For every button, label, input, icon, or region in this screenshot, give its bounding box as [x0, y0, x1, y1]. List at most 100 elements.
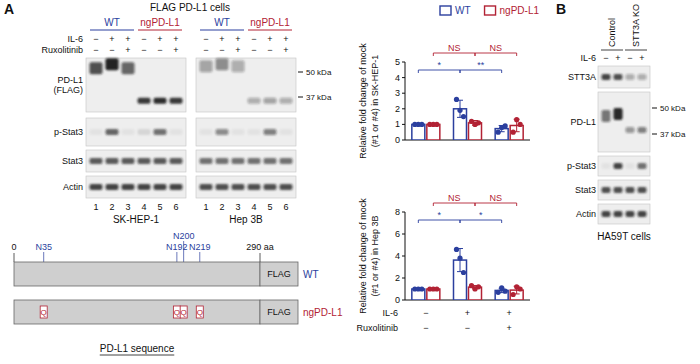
site-tick	[183, 241, 184, 262]
sequence-end-tick	[260, 253, 261, 262]
treatment-sign: −	[627, 53, 632, 63]
band	[106, 129, 119, 135]
sequence-end: 290 aa	[246, 242, 274, 252]
data-point	[419, 286, 424, 291]
lane-number: 6	[173, 202, 178, 212]
band	[200, 60, 213, 72]
significance-label: *	[437, 60, 441, 70]
marker-label: 37 kDa	[306, 93, 332, 102]
site-tick	[176, 252, 177, 262]
significance-label: *	[437, 210, 441, 220]
group-header: WT	[214, 17, 230, 28]
substitution-box	[196, 306, 203, 318]
y-tick-label: 1	[395, 119, 400, 129]
band	[90, 158, 103, 164]
treatment-sign: +	[639, 53, 644, 63]
tag-box	[260, 262, 298, 286]
sequence-start-tick	[14, 253, 15, 262]
substitution-label: Q	[174, 308, 180, 317]
site-label: N200	[173, 231, 195, 241]
band	[216, 129, 229, 135]
band	[90, 62, 103, 74]
band	[216, 58, 229, 70]
significance-bracket	[460, 70, 502, 73]
y-tick	[402, 234, 405, 235]
band	[138, 158, 151, 164]
group-header: WT	[104, 17, 120, 28]
group-header: STT3A KO	[631, 4, 641, 47]
treatment-sign: −	[251, 34, 256, 44]
treatment-sign: −	[109, 45, 114, 55]
band	[232, 184, 245, 190]
lane-number: 3	[235, 202, 240, 212]
band	[170, 184, 183, 190]
band	[106, 184, 119, 190]
band	[248, 158, 261, 164]
x-row-sign: +	[507, 323, 512, 333]
band	[602, 187, 611, 193]
treatment-sign: −	[219, 45, 224, 55]
significance-label: *	[479, 210, 483, 220]
band	[232, 129, 245, 135]
y-tick	[402, 300, 405, 301]
significance-bracket	[460, 220, 502, 223]
data-point	[454, 247, 459, 252]
y-axis	[405, 62, 406, 140]
row-label: PD-L1	[57, 75, 83, 85]
band	[638, 74, 647, 80]
marker-label: 50 kDa	[660, 104, 686, 113]
band	[200, 158, 213, 164]
x-row-sign: −	[423, 308, 428, 318]
treatment-sign: +	[173, 34, 178, 44]
row-label: Stat3	[62, 156, 83, 166]
band	[154, 158, 167, 164]
blot-strip	[86, 150, 186, 172]
data-point	[496, 290, 501, 295]
treatment-sign: +	[157, 34, 162, 44]
band	[264, 158, 277, 164]
data-point	[461, 114, 466, 119]
group-underline	[601, 50, 623, 51]
blot-strip	[598, 92, 650, 152]
band	[614, 211, 623, 217]
y-tick	[402, 140, 405, 141]
band	[602, 110, 611, 122]
band	[638, 127, 647, 133]
row-label: Actin	[63, 182, 83, 192]
caption: PD-L1 sequence	[100, 343, 175, 354]
band	[638, 187, 647, 193]
band	[602, 211, 611, 217]
data-point	[434, 122, 439, 127]
cell-line: HA59T cells	[597, 231, 651, 242]
data-point	[511, 130, 516, 135]
treatment-sign: +	[109, 34, 114, 44]
band	[248, 98, 261, 104]
substitution-box	[40, 306, 47, 318]
marker-tick	[652, 134, 657, 135]
x-row-sign: −	[423, 323, 428, 333]
lane-number: 2	[219, 202, 224, 212]
band	[122, 129, 135, 135]
band	[602, 74, 611, 80]
blot-strip	[196, 118, 296, 146]
caption-underline	[100, 355, 175, 356]
significance-bracket	[433, 203, 475, 206]
lane-number: 1	[93, 202, 98, 212]
treatment-sign: −	[603, 53, 608, 63]
group-underline	[138, 30, 182, 31]
treatment-label: Ruxolitinib	[41, 45, 83, 55]
substitution-box	[180, 306, 187, 318]
lane-number: 5	[157, 202, 162, 212]
construct-name: WT	[303, 269, 319, 280]
row-label: PD-L1	[570, 117, 596, 127]
data-point	[476, 120, 481, 125]
treatment-sign: +	[125, 45, 130, 55]
significance-bracket	[475, 53, 517, 56]
plot-marks	[412, 97, 523, 140]
lane-number: 4	[251, 202, 256, 212]
band	[638, 163, 647, 169]
data-point	[511, 292, 516, 297]
band	[90, 129, 103, 135]
treatment-sign: −	[203, 34, 208, 44]
treatment-sign: −	[157, 45, 162, 55]
